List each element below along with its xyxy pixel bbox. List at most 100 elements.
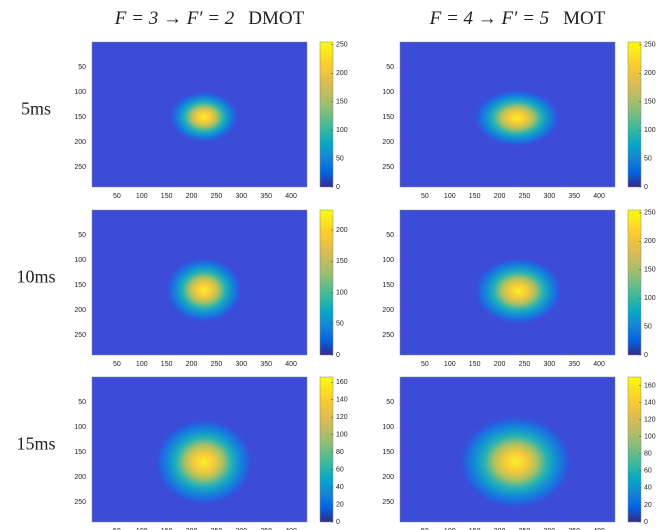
x-tick-label: 50 (113, 361, 121, 368)
colorbar-tick-label: 150 (644, 267, 656, 274)
x-tick-label: 200 (186, 193, 198, 200)
colorbar-tick-label: 100 (336, 289, 348, 296)
colorbar-tick-label: 0 (336, 519, 340, 526)
x-tick-label: 150 (161, 193, 173, 200)
x-tick-label: 350 (260, 361, 272, 368)
y-tick-label: 150 (74, 282, 86, 289)
x-tick-label: 350 (260, 193, 272, 200)
y-tick-label: 250 (74, 499, 86, 506)
colorbar-tick-label: 160 (644, 382, 656, 389)
column-title-label: MOT (563, 8, 606, 29)
colorbar-tick-label: 100 (644, 295, 656, 302)
colorbar-tick-label: 100 (644, 434, 656, 441)
x-tick-label: 100 (136, 361, 148, 368)
x-tick-label: 50 (421, 193, 429, 200)
column-title-transition: F = 4 → F′ = 5 (429, 8, 550, 29)
colorbar (628, 42, 641, 187)
y-tick-label: 50 (386, 64, 394, 71)
y-tick-label: 200 (382, 139, 394, 146)
colorbar-tick-label: 150 (336, 99, 348, 106)
column-title: F = 4 → F′ = 5 MOT (429, 8, 606, 29)
colorbar-tick-label: 100 (644, 127, 656, 134)
colorbar-tick-label: 0 (644, 184, 648, 191)
colorbar-tick-label: 140 (644, 399, 656, 406)
x-tick-label: 100 (136, 193, 148, 200)
colorbar-tick-label: 150 (644, 99, 656, 106)
x-tick-label: 250 (519, 361, 531, 368)
column-title: F = 3 → F′ = 2DMOT (114, 8, 305, 29)
x-tick-label: 250 (211, 193, 223, 200)
colorbar-tick-label: 50 (336, 155, 344, 162)
colorbar (628, 210, 641, 355)
y-tick-label: 100 (74, 89, 86, 96)
y-tick-label: 250 (74, 332, 86, 339)
x-tick-label: 50 (113, 193, 121, 200)
colorbar-tick-label: 50 (644, 155, 652, 162)
x-tick-label: 400 (593, 193, 605, 200)
column-title-label: DMOT (248, 8, 304, 29)
colorbar-tick-label: 200 (644, 70, 656, 77)
x-tick-label: 350 (568, 361, 580, 368)
colorbar (320, 210, 333, 355)
x-tick-label: 250 (519, 193, 531, 200)
x-tick-label: 100 (444, 193, 456, 200)
intensity-blob (458, 415, 572, 510)
colorbar-tick-label: 200 (644, 238, 656, 245)
colorbar-tick-label: 250 (336, 42, 348, 49)
y-tick-label: 200 (74, 139, 86, 146)
colorbar-tick-label: 120 (644, 416, 656, 423)
x-tick-label: 200 (494, 193, 506, 200)
y-tick-label: 250 (74, 164, 86, 171)
colorbar-tick-label: 250 (644, 42, 656, 49)
y-tick-label: 50 (78, 232, 86, 239)
colorbar (628, 377, 641, 522)
y-tick-label: 200 (74, 307, 86, 314)
colorbar-tick-label: 0 (336, 184, 340, 191)
intensity-blob (154, 418, 254, 506)
y-tick-label: 50 (78, 399, 86, 406)
row-label: 15ms (16, 434, 55, 454)
colorbar-tick-label: 60 (336, 466, 344, 473)
y-tick-label: 250 (382, 332, 394, 339)
x-tick-label: 200 (494, 361, 506, 368)
colorbar (320, 42, 333, 187)
x-tick-label: 200 (186, 361, 198, 368)
y-tick-label: 250 (382, 164, 394, 171)
y-tick-label: 250 (382, 499, 394, 506)
x-tick-label: 300 (235, 193, 247, 200)
colorbar-tick-label: 50 (336, 321, 344, 328)
colorbar-tick-label: 40 (336, 484, 344, 491)
colorbar-tick-label: 250 (644, 210, 656, 217)
colorbar-tick-label: 0 (644, 519, 648, 526)
x-tick-label: 150 (469, 193, 481, 200)
y-tick-label: 150 (382, 449, 394, 456)
y-tick-label: 200 (382, 474, 394, 481)
colorbar-tick-label: 100 (336, 431, 348, 438)
colorbar-tick-label: 60 (644, 468, 652, 475)
row-label: 5ms (21, 99, 51, 119)
intensity-blob (169, 91, 239, 143)
x-tick-label: 100 (444, 361, 456, 368)
colorbar-tick-label: 140 (336, 397, 348, 404)
colorbar-tick-label: 0 (336, 352, 340, 359)
colorbar-tick-label: 80 (644, 451, 652, 458)
colorbar-tick-label: 200 (336, 227, 348, 234)
y-tick-label: 50 (386, 399, 394, 406)
panel: 5010015020025030035040050100150200250020… (382, 377, 655, 530)
panel: 5010015020025030035040050100150200250020… (74, 377, 347, 530)
y-tick-label: 150 (382, 282, 394, 289)
x-tick-label: 400 (285, 361, 297, 368)
x-tick-label: 50 (421, 361, 429, 368)
y-tick-label: 200 (74, 474, 86, 481)
x-tick-label: 150 (161, 361, 173, 368)
y-tick-label: 100 (74, 424, 86, 431)
row-label: 10ms (16, 267, 55, 287)
y-tick-label: 100 (382, 89, 394, 96)
x-tick-label: 250 (211, 361, 223, 368)
x-tick-label: 150 (469, 361, 481, 368)
y-tick-label: 100 (382, 257, 394, 264)
